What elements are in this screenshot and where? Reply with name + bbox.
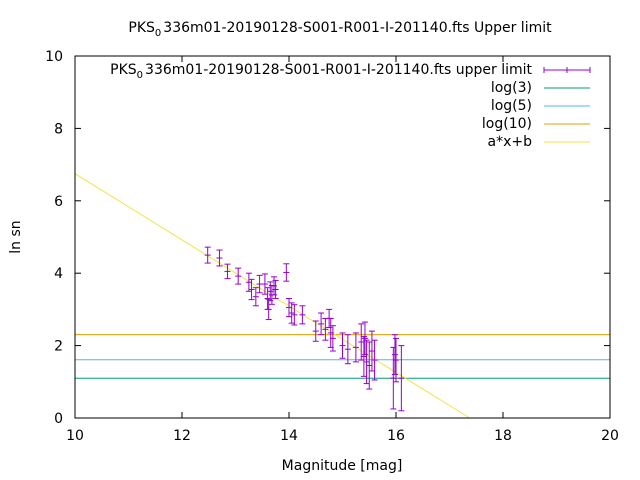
x-tick-label: 14 <box>280 428 298 444</box>
y-tick-label: 6 <box>54 194 63 210</box>
x-tick-label: 10 <box>66 428 84 444</box>
x-tick-label: 12 <box>173 428 191 444</box>
y-tick-label: 4 <box>54 266 63 282</box>
y-tick-label: 0 <box>54 411 63 427</box>
chart-title-suffix: 336m01-20190128-S001-R001-I-201140.fts U… <box>163 20 552 36</box>
x-axis-label: Magnitude [mag] <box>282 458 403 474</box>
legend-entry-log3: log(3) <box>491 80 532 96</box>
chart-title: PKS0 336m01-20190128-S001-R001-I-201140.f… <box>128 20 552 39</box>
legend-entry-data: PKS0 336m01-20190128-S001-R001-I-201140.f… <box>110 62 532 81</box>
legend: PKS0 336m01-20190128-S001-R001-I-201140.f… <box>110 62 591 150</box>
chart-title-prefix: PKS <box>128 20 155 36</box>
x-tick-label: 18 <box>494 428 512 444</box>
error-bar-points <box>204 246 405 412</box>
plot-border <box>74 55 611 419</box>
y-tick-label: 8 <box>54 121 63 137</box>
y-tick-label: 2 <box>54 339 63 355</box>
legend-data-prefix: PKS <box>110 62 137 78</box>
y-tick-label: 10 <box>45 49 63 65</box>
axis-ticks: 10 12 14 16 18 20 0 2 4 6 8 10 <box>45 49 619 444</box>
chart-title-subscript: 0 <box>155 28 161 39</box>
legend-data-subscript: 0 <box>137 70 143 81</box>
legend-entry-log5: log(5) <box>491 98 532 114</box>
legend-swatches <box>543 67 591 143</box>
y-axis-label: ln sn <box>8 220 24 253</box>
legend-entry-log10: log(10) <box>482 116 532 132</box>
legend-data-suffix: 336m01-20190128-S001-R001-I-201140.fts u… <box>145 62 532 78</box>
x-tick-label: 16 <box>387 428 405 444</box>
x-tick-label: 20 <box>601 428 619 444</box>
legend-entry-fit: a*x+b <box>488 134 533 150</box>
reference-lines <box>74 173 610 419</box>
